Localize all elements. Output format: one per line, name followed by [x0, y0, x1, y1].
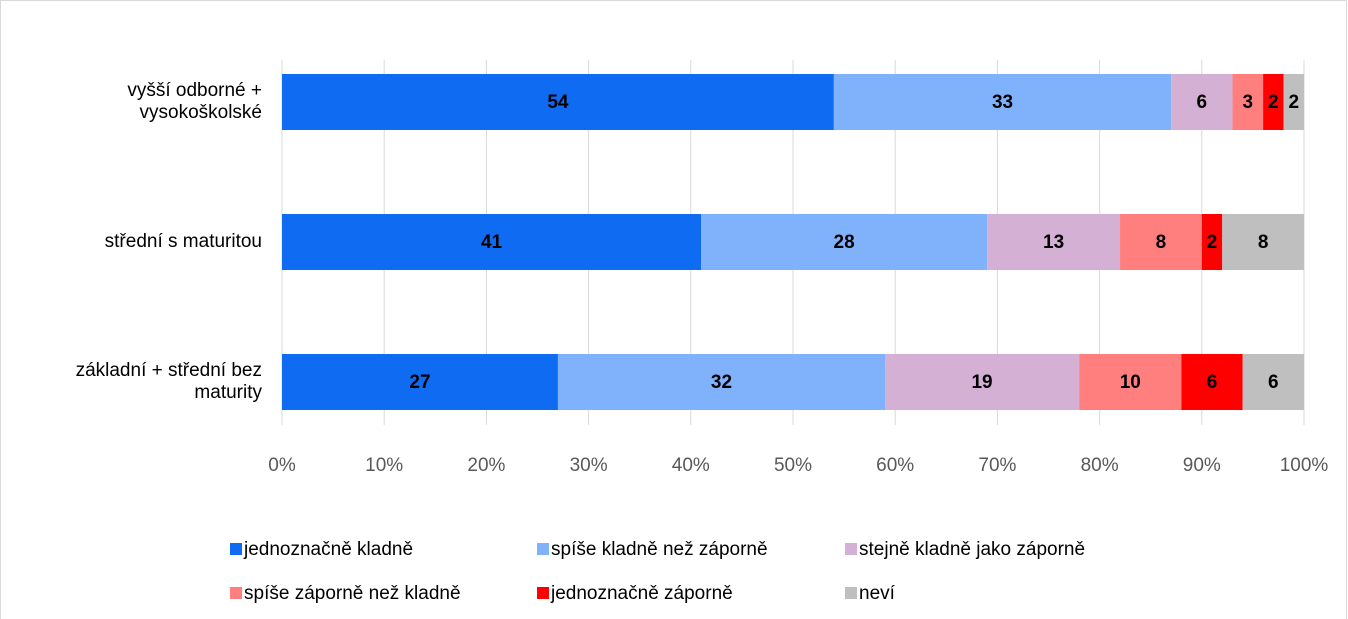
legend-swatch — [537, 543, 549, 555]
x-tick-label: 20% — [467, 455, 505, 476]
y-tick-label: vyšší odborné + vysokoškolské — [127, 80, 262, 123]
data-label: 13 — [1043, 232, 1064, 253]
x-tick-label: 50% — [774, 455, 812, 476]
bar-segment — [557, 354, 885, 410]
data-label: 6 — [1268, 372, 1279, 393]
bar-segment — [1181, 354, 1243, 410]
data-label: 3 — [1243, 92, 1254, 113]
bar-segment — [1079, 354, 1182, 410]
legend-label: spíše záporně než kladně — [244, 583, 461, 604]
x-tick-label: 0% — [268, 455, 296, 476]
y-tick-label: základní + střední bez maturity — [75, 360, 262, 403]
legend-label: spíše kladně než záporně — [551, 539, 768, 560]
data-label: 19 — [971, 372, 992, 393]
bar-segment — [1171, 74, 1233, 130]
legend-swatch — [845, 543, 857, 555]
legend-label: jednoznačně záporně — [550, 583, 733, 604]
bar-segment — [1120, 214, 1202, 270]
x-tick-label: 70% — [978, 455, 1016, 476]
legend-label: stejně kladně jako záporně — [859, 539, 1085, 560]
bar-segment — [1283, 74, 1304, 130]
legend-swatch — [230, 587, 242, 599]
data-label: 32 — [711, 372, 732, 393]
bar-segment — [1242, 354, 1304, 410]
data-label: 2 — [1268, 92, 1279, 113]
data-label: 6 — [1197, 92, 1208, 113]
bar-segment — [282, 354, 558, 410]
data-label: 6 — [1207, 372, 1218, 393]
data-label: 41 — [481, 232, 503, 253]
bar-segment — [282, 74, 834, 130]
data-label: 8 — [1258, 232, 1269, 253]
legend-swatch — [230, 543, 242, 555]
x-tick-label: 40% — [672, 455, 710, 476]
bar-segment — [884, 354, 1080, 410]
legend-label: neví — [859, 583, 896, 604]
data-label: 54 — [547, 92, 569, 113]
data-label: 10 — [1120, 372, 1141, 393]
legend-swatch — [845, 587, 857, 599]
bar-segment — [282, 214, 702, 270]
data-label: 2 — [1207, 232, 1218, 253]
x-tick-label: 60% — [876, 455, 914, 476]
data-label: 33 — [992, 92, 1013, 113]
x-tick-label: 90% — [1183, 455, 1221, 476]
bar-segment — [1222, 214, 1304, 270]
bar-segment — [701, 214, 988, 270]
x-tick-label: 100% — [1280, 455, 1329, 476]
data-label: 27 — [409, 372, 430, 393]
bar-segment — [833, 74, 1172, 130]
legend-swatch — [537, 587, 549, 599]
bar-segment — [1263, 74, 1284, 130]
bar-segment — [987, 214, 1121, 270]
data-label: 8 — [1156, 232, 1167, 253]
bar-segment — [1201, 214, 1223, 270]
x-tick-label: 80% — [1081, 455, 1119, 476]
data-label: 2 — [1288, 92, 1299, 113]
legend-label: jednoznačně kladně — [243, 539, 413, 560]
x-tick-label: 30% — [570, 455, 608, 476]
bar-segment — [1232, 74, 1264, 130]
y-tick-label: střední s maturitou — [104, 231, 262, 252]
x-tick-label: 10% — [365, 455, 403, 476]
data-label: 28 — [834, 232, 855, 253]
